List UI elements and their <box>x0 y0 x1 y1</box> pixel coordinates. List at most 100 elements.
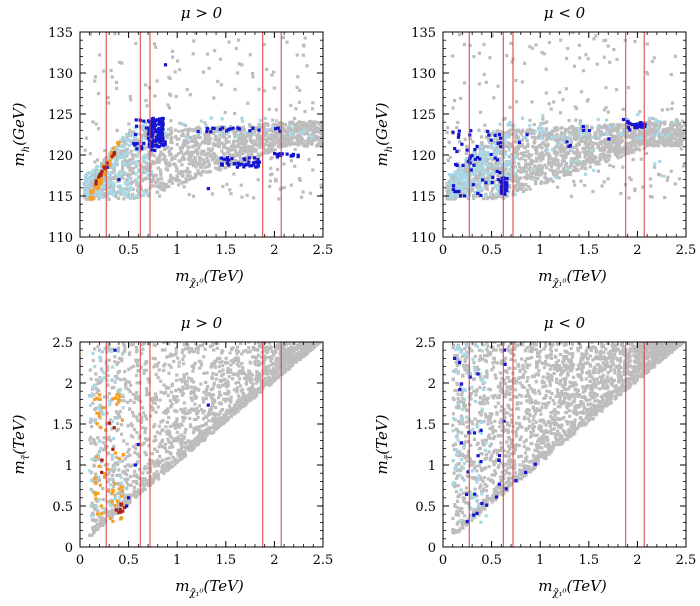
point-blue <box>459 194 462 197</box>
point-lightblue <box>504 173 507 176</box>
point-gray <box>165 167 168 170</box>
point-gray <box>93 347 96 350</box>
point-lightblue <box>460 180 463 183</box>
point-gray <box>535 173 538 176</box>
point-gray <box>580 90 583 93</box>
point-gray <box>204 166 207 169</box>
point-gray <box>558 91 561 94</box>
point-gray <box>166 421 169 424</box>
point-blue <box>230 157 233 160</box>
point-gray <box>514 140 517 143</box>
point-gray <box>179 148 182 151</box>
point-gray <box>581 167 584 170</box>
point-gray <box>237 154 240 157</box>
point-darkred <box>94 182 97 185</box>
point-gray <box>471 188 474 191</box>
point-gray <box>164 147 167 150</box>
point-blue <box>233 162 236 165</box>
point-gray <box>650 139 653 142</box>
x-tick-label: 1 <box>536 243 544 258</box>
point-gray <box>134 42 137 45</box>
point-darkred <box>100 170 103 173</box>
point-lightblue <box>150 171 153 174</box>
point-gray <box>483 43 486 46</box>
point-gray <box>584 53 587 56</box>
point-blue <box>457 133 460 136</box>
point-gray <box>121 150 124 153</box>
chart-title: μ > 0 <box>181 4 223 22</box>
point-lightblue <box>454 171 457 174</box>
point-lightblue <box>132 195 135 198</box>
point-gray <box>649 177 652 180</box>
point-gray <box>135 480 138 483</box>
point-gray <box>192 39 195 42</box>
point-blue <box>490 139 493 142</box>
point-gray <box>129 95 132 98</box>
point-gray <box>509 142 512 145</box>
point-gray <box>208 134 211 137</box>
point-gray <box>239 157 242 160</box>
point-blue <box>220 162 223 165</box>
point-lightblue <box>608 126 611 129</box>
point-gray <box>547 178 550 181</box>
point-blue <box>286 153 289 156</box>
point-gray <box>209 170 212 173</box>
point-gray <box>534 136 537 139</box>
point-blue <box>479 194 482 197</box>
point-gray <box>505 54 508 57</box>
point-lightblue <box>510 123 513 126</box>
point-blue <box>466 149 469 152</box>
point-gray <box>521 153 524 156</box>
point-gray <box>531 145 534 148</box>
point-gray <box>630 145 633 148</box>
point-gray <box>122 197 125 200</box>
point-gray <box>523 146 526 149</box>
point-gray <box>478 82 481 85</box>
point-gray <box>574 146 577 149</box>
point-gray <box>127 122 130 125</box>
point-gray <box>594 34 597 37</box>
point-gray <box>573 65 576 68</box>
point-lightblue <box>472 151 475 154</box>
point-lightblue <box>196 134 199 137</box>
point-lightblue <box>570 160 573 163</box>
point-gray <box>297 135 300 138</box>
point-gray <box>309 192 312 195</box>
point-gray <box>620 155 623 158</box>
point-lightblue <box>125 133 128 136</box>
point-gray <box>456 121 459 124</box>
point-gray <box>216 80 219 83</box>
point-gray <box>201 170 204 173</box>
point-gray <box>218 365 221 368</box>
point-lightblue <box>538 126 541 129</box>
point-gray <box>525 188 528 191</box>
point-gray <box>234 159 237 162</box>
point-blue <box>158 141 161 144</box>
point-gray <box>290 159 293 162</box>
point-gray <box>549 156 552 159</box>
point-gray <box>492 195 495 198</box>
point-gray <box>192 145 195 148</box>
point-lightblue <box>660 133 663 136</box>
point-gray <box>630 150 633 153</box>
point-gray <box>151 178 154 181</box>
point-gray <box>194 173 197 176</box>
point-gray <box>617 156 620 159</box>
point-gray <box>596 162 599 165</box>
point-lightblue <box>546 148 549 151</box>
point-gray <box>578 44 581 47</box>
point-gray <box>199 157 202 160</box>
point-gray <box>156 431 159 434</box>
point-gray <box>463 81 466 84</box>
point-lightblue <box>458 186 461 189</box>
point-blue <box>496 170 499 173</box>
point-lightblue <box>557 142 560 145</box>
point-gray <box>241 138 244 141</box>
point-gray <box>482 197 485 200</box>
point-lightblue <box>658 120 661 123</box>
point-gray <box>282 36 285 39</box>
point-gray <box>645 152 648 155</box>
point-lightblue <box>236 134 239 137</box>
point-lightblue <box>495 151 498 154</box>
point-gray <box>133 401 136 404</box>
